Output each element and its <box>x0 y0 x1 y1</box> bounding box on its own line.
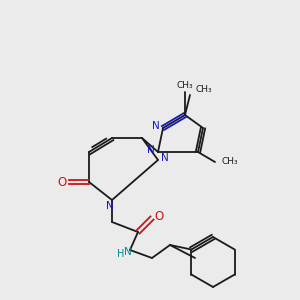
Text: N: N <box>147 145 155 155</box>
Text: O: O <box>154 209 164 223</box>
Text: H: H <box>117 249 125 259</box>
Text: N: N <box>106 201 114 211</box>
Text: O: O <box>57 176 67 188</box>
Text: N: N <box>124 247 132 257</box>
Text: N: N <box>152 121 160 131</box>
Text: CH₃: CH₃ <box>195 85 211 94</box>
Text: CH₃: CH₃ <box>177 80 193 89</box>
Text: CH₃: CH₃ <box>222 158 238 166</box>
Text: N: N <box>161 153 169 163</box>
